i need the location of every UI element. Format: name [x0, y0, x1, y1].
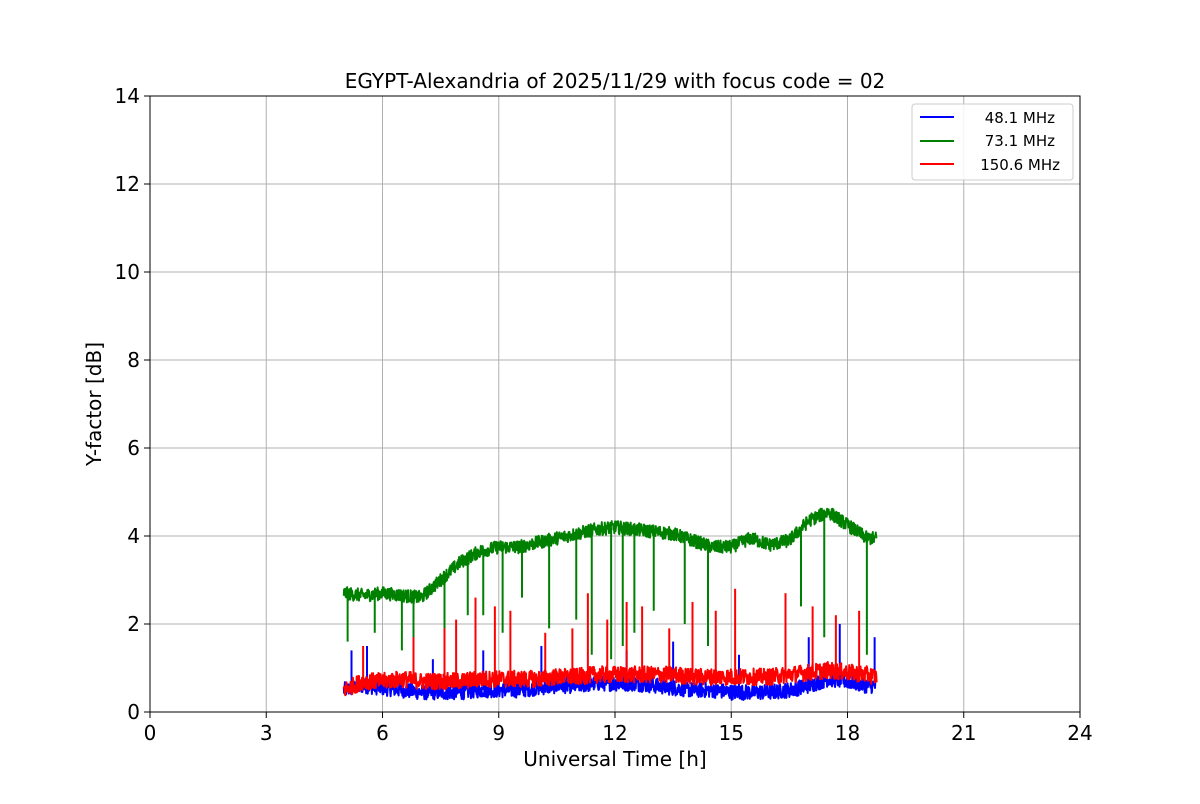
y-tick-label: 12 — [115, 172, 140, 196]
x-tick-label: 6 — [376, 721, 389, 745]
x-tick-label: 9 — [492, 721, 505, 745]
y-axis-ticks: 0 2 4 6 8 10 12 14 — [115, 84, 150, 724]
y-tick-label: 10 — [115, 260, 140, 284]
legend-label-150: 150.6 MHz — [980, 156, 1060, 174]
x-tick-label: 18 — [835, 721, 860, 745]
y-tick-label: 8 — [127, 348, 140, 372]
x-tick-label: 3 — [260, 721, 273, 745]
series-layer — [342, 507, 878, 701]
x-tick-label: 12 — [602, 721, 627, 745]
x-tick-label: 0 — [144, 721, 157, 745]
series-150mhz — [342, 661, 878, 697]
y-tick-label: 0 — [127, 700, 140, 724]
x-axis-ticks: 0 3 6 9 12 15 18 21 24 — [144, 712, 1093, 745]
x-axis-label: Universal Time [h] — [523, 747, 706, 771]
legend-box — [911, 103, 1074, 181]
x-tick-label: 21 — [951, 721, 976, 745]
x-tick-label: 15 — [719, 721, 744, 745]
legend-label-48: 48.1 MHz — [975, 109, 1055, 127]
y-tick-label: 4 — [127, 524, 140, 548]
legend: 48.1 MHz 73.1 MHz 150.6 MHz — [911, 103, 1074, 181]
legend-label-73: 73.1 MHz — [975, 132, 1055, 150]
series-73mhz — [342, 507, 878, 605]
y-tick-label: 6 — [127, 436, 140, 460]
y-tick-label: 2 — [127, 612, 140, 636]
series-48mhz — [342, 671, 878, 701]
y-tick-label: 14 — [115, 84, 140, 108]
x-tick-label: 24 — [1067, 721, 1092, 745]
y-axis-label: Y-factor [dB] — [82, 342, 106, 467]
chart-title: EGYPT-Alexandria of 2025/11/29 with focu… — [345, 69, 886, 93]
